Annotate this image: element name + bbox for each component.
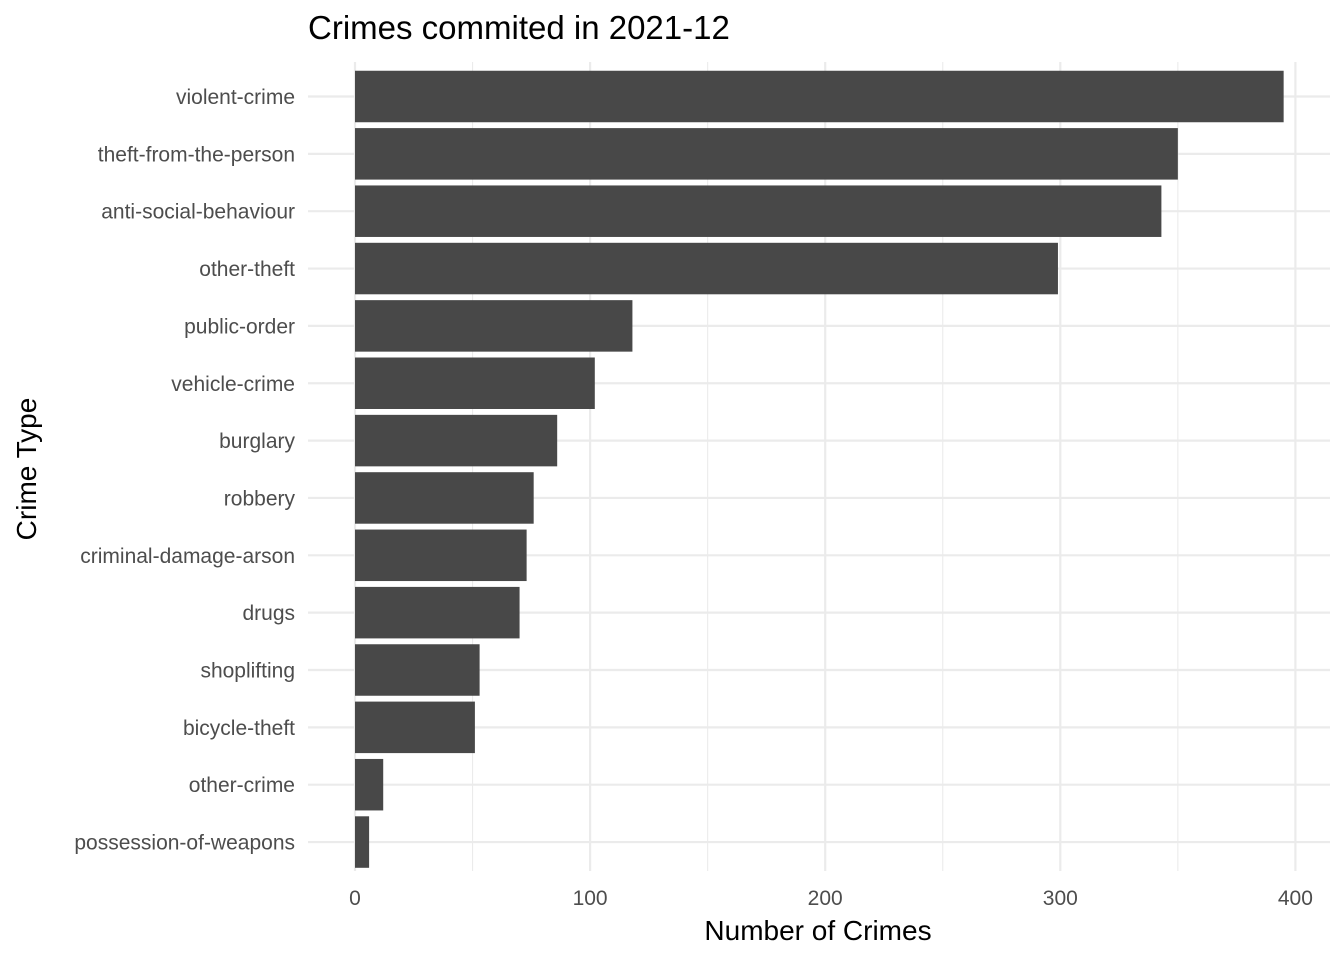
y-tick-label: theft-from-the-person — [98, 143, 295, 166]
y-tick-label: drugs — [242, 602, 295, 625]
y-tick-labels: violent-crime theft-from-the-person anti-s… — [74, 86, 295, 855]
y-tick-label: bicycle-theft — [183, 717, 295, 740]
y-tick-label: anti-social-behaviour — [101, 201, 295, 224]
x-tick-label: 300 — [1043, 887, 1078, 910]
x-tick-labels: 0 100 200 300 400 — [349, 887, 1313, 910]
bar-criminal-damage-arson — [355, 529, 527, 582]
y-tick-label: public-order — [184, 315, 295, 338]
bar-anti-social-behaviour — [355, 185, 1162, 237]
y-tick-label: other-theft — [199, 258, 295, 281]
bar-other-crime — [355, 758, 384, 811]
y-tick-label: burglary — [219, 430, 295, 453]
bar-vehicle-crime — [355, 357, 595, 409]
y-axis-title: Crime Type — [11, 398, 42, 541]
y-tick-label: shoplifting — [200, 660, 295, 683]
bar-theft-from-the-person — [355, 128, 1178, 180]
x-axis-title: Number of Crimes — [704, 915, 931, 946]
bar-robbery — [355, 472, 534, 524]
x-tick-label: 0 — [349, 887, 361, 910]
x-tick-label: 200 — [808, 887, 843, 910]
bar-bicycle-theft — [355, 701, 475, 754]
chart-title: Crimes commited in 2021-12 — [308, 9, 730, 46]
y-tick-label: vehicle-crime — [171, 373, 295, 396]
bar-drugs — [355, 586, 520, 639]
y-tick-label: other-crime — [189, 774, 295, 797]
y-tick-label: violent-crime — [176, 86, 295, 109]
y-tick-label: criminal-damage-arson — [80, 545, 295, 568]
bar-public-order — [355, 300, 633, 352]
x-tick-label: 400 — [1278, 887, 1313, 910]
bar-violent-crime — [355, 70, 1284, 123]
bars — [355, 70, 1284, 868]
x-tick-label: 100 — [573, 887, 608, 910]
y-tick-label: robbery — [224, 487, 296, 510]
bar-shoplifting — [355, 644, 480, 696]
bar-possession-of-weapons — [355, 816, 370, 868]
bar-burglary — [355, 414, 558, 467]
bar-other-theft — [355, 242, 1058, 295]
y-tick-label: possession-of-weapons — [74, 832, 295, 855]
